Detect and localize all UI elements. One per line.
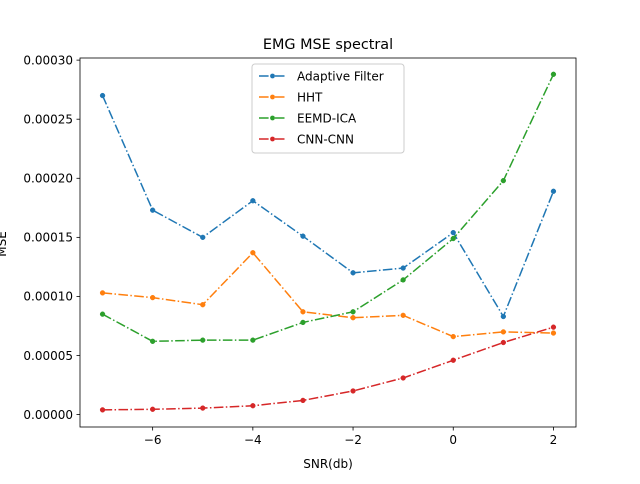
data-point-0-5 [350,270,356,276]
data-point-1-3 [250,250,256,256]
data-point-1-0 [99,290,106,296]
data-point-3-3 [250,403,256,409]
y-tick-label-1: 0.00005 [23,349,73,363]
data-point-3-8 [500,339,507,346]
data-point-0-4 [300,233,306,239]
y-tick-label-0: 0.00000 [23,408,73,422]
x-tick-label-0: −6 [144,433,162,447]
data-point-3-7 [450,357,456,363]
data-point-1-2 [200,302,206,308]
data-point-0-8 [500,313,507,320]
data-point-0-7 [450,229,456,236]
data-point-0-2 [200,234,206,241]
data-point-1-1 [149,294,156,301]
data-point-3-4 [300,397,306,404]
y-tick-label-4: 0.00020 [23,172,73,186]
y-tick-label-3: 0.00015 [23,231,73,245]
data-point-1-5 [350,315,356,321]
legend-marker-3 [270,136,275,142]
x-tick-label-3: 0 [449,433,457,447]
data-point-2-6 [400,277,406,283]
data-point-2-2 [200,337,206,343]
series-line-3 [102,326,554,411]
data-point-2-4 [300,319,306,326]
legend-label-1: HHT [297,90,323,104]
data-point-3-9 [550,324,557,330]
data-point-3-5 [350,388,356,394]
series-line-1 [102,251,554,338]
legend-label-3: CNN-CNN [297,132,354,146]
x-axis-label: SNR(db) [303,457,353,471]
data-point-2-0 [99,311,106,317]
legend-marker-1 [270,94,275,100]
plot-area: −6 −4 −2 0 2 0.00000 0.00005 0.00010 0.00015 0.00… [23,53,577,447]
legend-label-0: Adaptive Filter [297,69,384,83]
data-point-1-4 [300,309,306,315]
data-point-2-5 [350,309,356,315]
legend-marker-0 [270,73,275,79]
x-tick-label-2: −2 [344,433,362,447]
data-point-0-9 [550,188,557,194]
y-tick-label-5: 0.00025 [23,113,73,127]
data-point-1-6 [400,312,406,318]
data-point-3-2 [200,405,206,411]
data-point-2-1 [149,338,156,344]
series-line-2 [102,73,555,343]
data-point-3-0 [99,407,106,413]
data-point-0-3 [250,198,256,204]
y-axis-label: MSE [0,231,9,257]
data-point-0-0 [99,92,106,99]
data-point-2-7 [450,235,456,242]
data-point-1-8 [500,329,507,335]
data-point-0-1 [149,207,156,213]
x-tick-label-4: 2 [550,433,558,447]
y-tick-label-6: 0.00030 [23,53,73,67]
data-point-2-3 [250,337,256,343]
data-point-1-9 [550,330,557,336]
y-tick-label-2: 0.00010 [23,290,73,304]
legend-label-2: EEMD-ICA [297,111,357,125]
legend-marker-2 [270,115,275,121]
chart-title: EMG MSE spectral [263,37,393,53]
axes-frame [79,57,577,428]
data-point-0-6 [400,265,406,271]
data-point-2-9 [550,71,557,77]
series-line-0 [101,95,555,319]
data-point-1-7 [450,333,456,340]
data-point-3-6 [400,375,406,381]
legend-box [251,63,405,154]
data-point-3-1 [149,406,156,412]
x-tick-label-1: −4 [244,433,262,447]
data-point-2-8 [500,177,507,184]
